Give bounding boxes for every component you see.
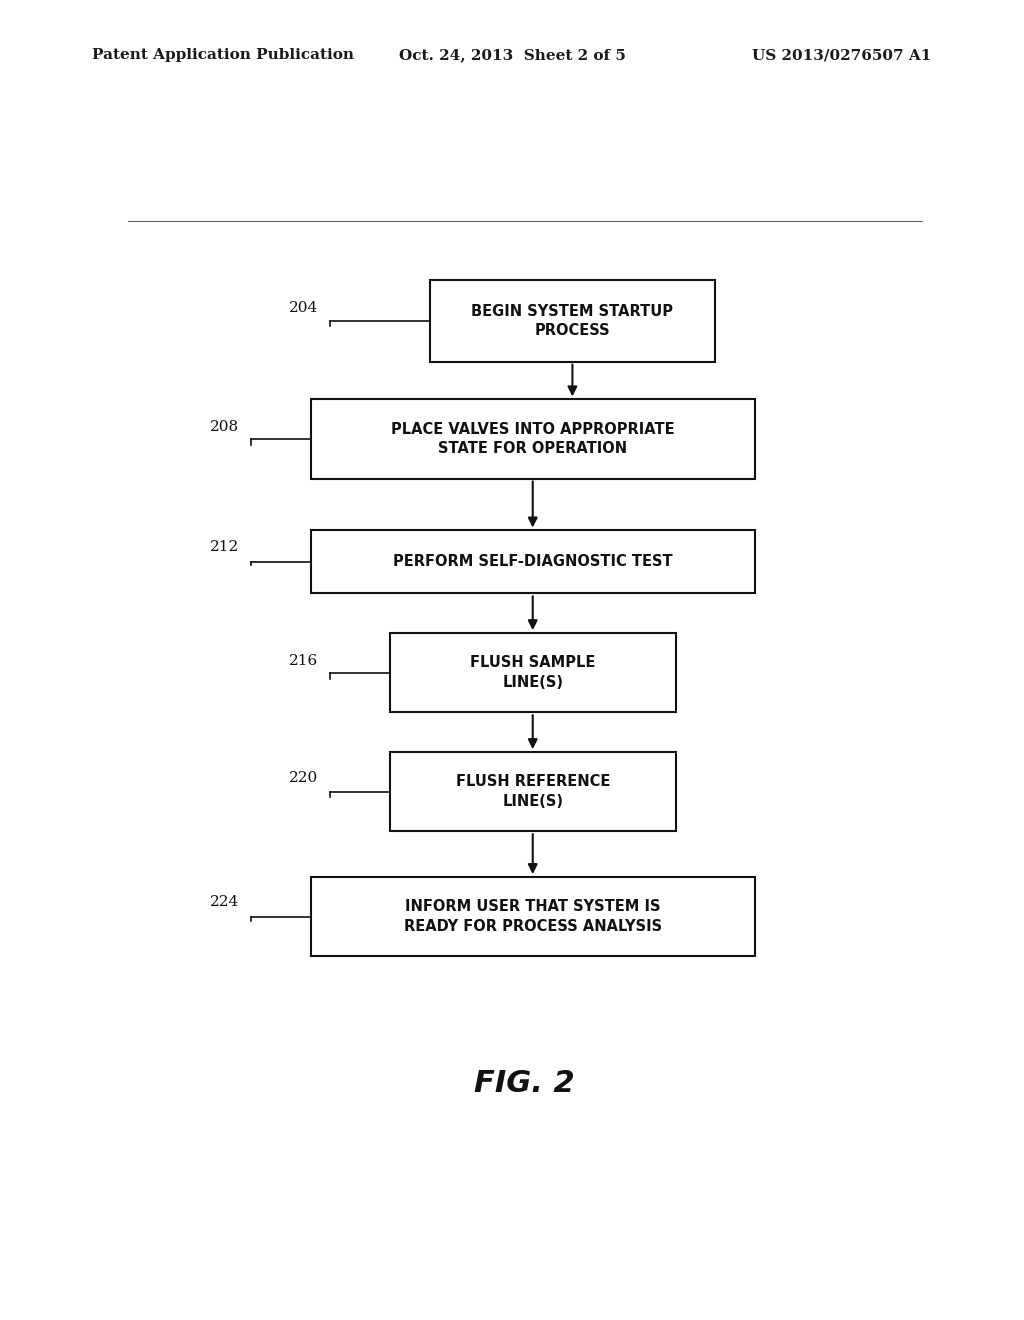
Text: US 2013/0276507 A1: US 2013/0276507 A1 — [753, 49, 932, 62]
Text: 212: 212 — [210, 540, 240, 553]
Text: PLACE VALVES INTO APPROPRIATE
STATE FOR OPERATION: PLACE VALVES INTO APPROPRIATE STATE FOR … — [391, 421, 675, 457]
FancyBboxPatch shape — [310, 531, 755, 594]
Text: Oct. 24, 2013  Sheet 2 of 5: Oct. 24, 2013 Sheet 2 of 5 — [398, 49, 626, 62]
FancyBboxPatch shape — [310, 876, 755, 956]
Text: FLUSH REFERENCE
LINE(S): FLUSH REFERENCE LINE(S) — [456, 775, 610, 809]
Text: 224: 224 — [210, 895, 240, 909]
Text: FLUSH SAMPLE
LINE(S): FLUSH SAMPLE LINE(S) — [470, 655, 595, 690]
FancyBboxPatch shape — [390, 634, 676, 713]
Text: 208: 208 — [210, 420, 240, 434]
Text: INFORM USER THAT SYSTEM IS
READY FOR PROCESS ANALYSIS: INFORM USER THAT SYSTEM IS READY FOR PRO… — [403, 899, 662, 935]
Text: PERFORM SELF-DIAGNOSTIC TEST: PERFORM SELF-DIAGNOSTIC TEST — [393, 554, 673, 569]
FancyBboxPatch shape — [430, 280, 715, 362]
Text: BEGIN SYSTEM STARTUP
PROCESS: BEGIN SYSTEM STARTUP PROCESS — [471, 304, 674, 338]
Text: 220: 220 — [289, 771, 318, 785]
Text: 204: 204 — [289, 301, 318, 314]
FancyBboxPatch shape — [390, 752, 676, 832]
Text: Patent Application Publication: Patent Application Publication — [92, 49, 354, 62]
Text: FIG. 2: FIG. 2 — [474, 1069, 575, 1098]
FancyBboxPatch shape — [310, 399, 755, 479]
Text: 216: 216 — [289, 653, 318, 668]
